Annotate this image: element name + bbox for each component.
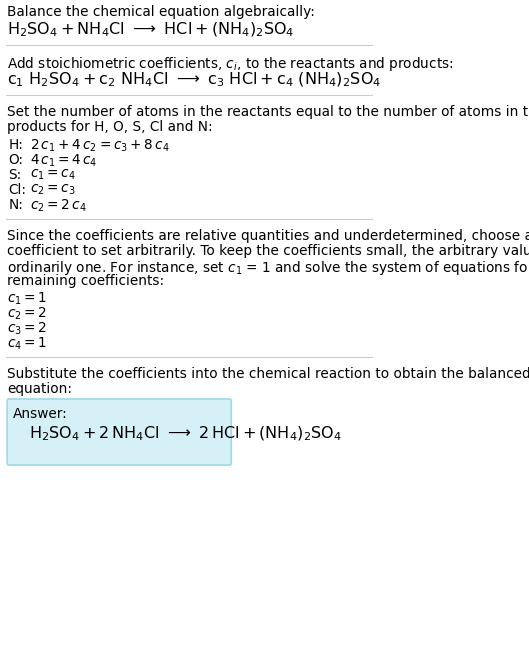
Text: $c_2 = 2\,c_4$: $c_2 = 2\,c_4$: [30, 198, 87, 214]
Text: $\mathrm{c_1\ H_2SO_4 + c_2\ NH_4Cl\ \longrightarrow\ c_3\ HCl + c_4\ (NH_4)_2SO: $\mathrm{c_1\ H_2SO_4 + c_2\ NH_4Cl\ \lo…: [7, 71, 381, 89]
Text: H:: H:: [8, 138, 23, 152]
Text: Cl:: Cl:: [8, 183, 26, 197]
Text: $2\,c_1 + 4\,c_2 = c_3 + 8\,c_4$: $2\,c_1 + 4\,c_2 = c_3 + 8\,c_4$: [30, 138, 170, 155]
Text: $c_1 = c_4$: $c_1 = c_4$: [30, 168, 76, 182]
Text: $c_1 = 1$: $c_1 = 1$: [7, 291, 47, 307]
Text: $4\,c_1 = 4\,c_4$: $4\,c_1 = 4\,c_4$: [30, 153, 97, 170]
Text: equation:: equation:: [7, 382, 72, 396]
FancyBboxPatch shape: [7, 399, 231, 465]
Text: Answer:: Answer:: [13, 407, 68, 421]
Text: $c_4 = 1$: $c_4 = 1$: [7, 336, 47, 353]
Text: Balance the chemical equation algebraically:: Balance the chemical equation algebraica…: [7, 5, 315, 19]
Text: Substitute the coefficients into the chemical reaction to obtain the balanced: Substitute the coefficients into the che…: [7, 367, 529, 381]
Text: S:: S:: [8, 168, 22, 182]
Text: coefficient to set arbitrarily. To keep the coefficients small, the arbitrary va: coefficient to set arbitrarily. To keep …: [7, 244, 529, 258]
Text: products for H, O, S, Cl and N:: products for H, O, S, Cl and N:: [7, 120, 213, 134]
Text: Add stoichiometric coefficients, $c_i$, to the reactants and products:: Add stoichiometric coefficients, $c_i$, …: [7, 55, 454, 73]
Text: O:: O:: [8, 153, 24, 167]
Text: Set the number of atoms in the reactants equal to the number of atoms in the: Set the number of atoms in the reactants…: [7, 105, 529, 119]
Text: remaining coefficients:: remaining coefficients:: [7, 274, 165, 288]
Text: $\mathrm{H_2SO_4 + 2\,NH_4Cl\ \longrightarrow\ 2\,HCl + (NH_4)_2SO_4}$: $\mathrm{H_2SO_4 + 2\,NH_4Cl\ \longright…: [29, 425, 342, 443]
Text: $\mathrm{H_2SO_4 + NH_4Cl\ \longrightarrow\ HCl + (NH_4)_2SO_4}$: $\mathrm{H_2SO_4 + NH_4Cl\ \longrightarr…: [7, 21, 295, 39]
Text: Since the coefficients are relative quantities and underdetermined, choose a: Since the coefficients are relative quan…: [7, 229, 529, 243]
Text: N:: N:: [8, 198, 23, 212]
Text: $c_2 = c_3$: $c_2 = c_3$: [30, 183, 76, 197]
Text: $c_2 = 2$: $c_2 = 2$: [7, 306, 47, 322]
Text: ordinarily one. For instance, set $c_1$ = 1 and solve the system of equations fo: ordinarily one. For instance, set $c_1$ …: [7, 259, 529, 277]
Text: $c_3 = 2$: $c_3 = 2$: [7, 321, 47, 337]
